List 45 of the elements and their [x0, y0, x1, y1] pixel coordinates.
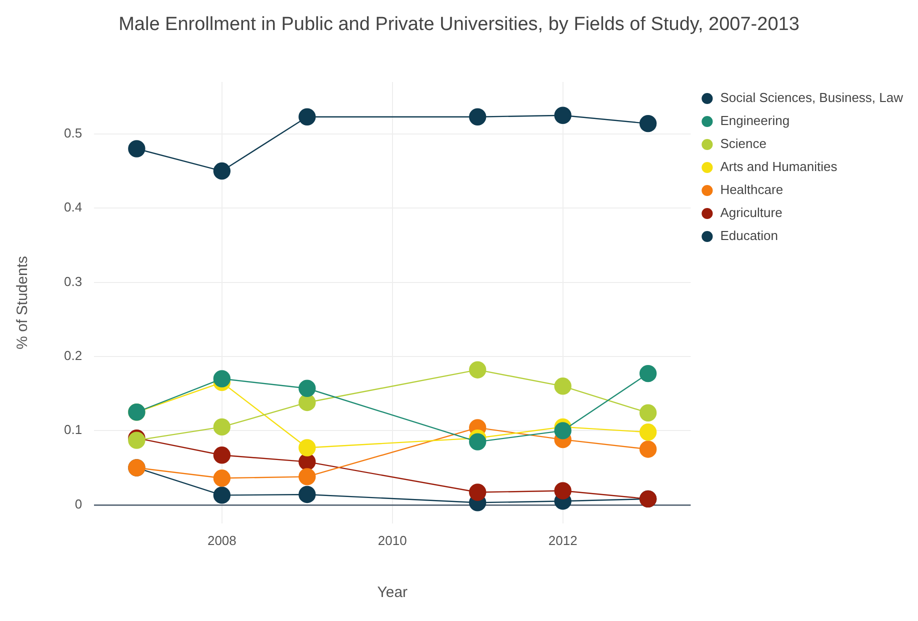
legend-label: Social Sciences, Business, Law	[720, 90, 904, 106]
legend-label: Science	[720, 136, 766, 152]
point	[639, 114, 657, 132]
point	[298, 468, 316, 486]
point	[128, 140, 146, 158]
point	[213, 486, 231, 504]
y-tick-label: 0.1	[64, 422, 82, 438]
chart-title: Male Enrollment in Public and Private Universities, by Fields of Study, 2007-2013	[118, 13, 800, 37]
legend-label: Engineering	[720, 113, 790, 128]
point	[298, 439, 316, 456]
x-tick-label: 2008	[207, 532, 236, 548]
point	[298, 108, 316, 126]
point	[469, 361, 486, 378]
point	[213, 370, 231, 388]
point	[213, 470, 231, 487]
x-tick-label: 2010	[378, 532, 407, 548]
point	[469, 108, 486, 126]
y-tick-label: 0.5	[64, 126, 82, 141]
y-tick-label: 0	[74, 496, 82, 512]
point	[639, 404, 657, 422]
x-axis-title: Year	[377, 584, 408, 602]
point	[554, 378, 572, 395]
point	[554, 422, 572, 440]
y-tick-label: 0.4	[64, 200, 82, 215]
point	[554, 482, 572, 500]
point	[469, 484, 486, 501]
point	[213, 162, 231, 180]
point	[639, 440, 657, 458]
y-axis-title: % of Students	[14, 256, 32, 350]
y-tick-label: 0.3	[64, 274, 82, 289]
point	[298, 394, 316, 412]
legend-label: Arts and Humanities	[720, 159, 838, 174]
point	[469, 433, 486, 450]
point	[213, 418, 231, 436]
legend-label: Education	[720, 228, 778, 244]
point	[639, 424, 657, 441]
point	[213, 446, 231, 464]
legend-label: Healthcare	[720, 182, 784, 198]
x-tick-label: 2012	[548, 532, 578, 548]
point	[639, 364, 657, 382]
point	[298, 380, 316, 397]
legend-label: Agriculture	[720, 205, 782, 220]
point	[554, 106, 572, 124]
y-tick-label: 0.2	[64, 348, 82, 364]
point	[298, 486, 316, 504]
